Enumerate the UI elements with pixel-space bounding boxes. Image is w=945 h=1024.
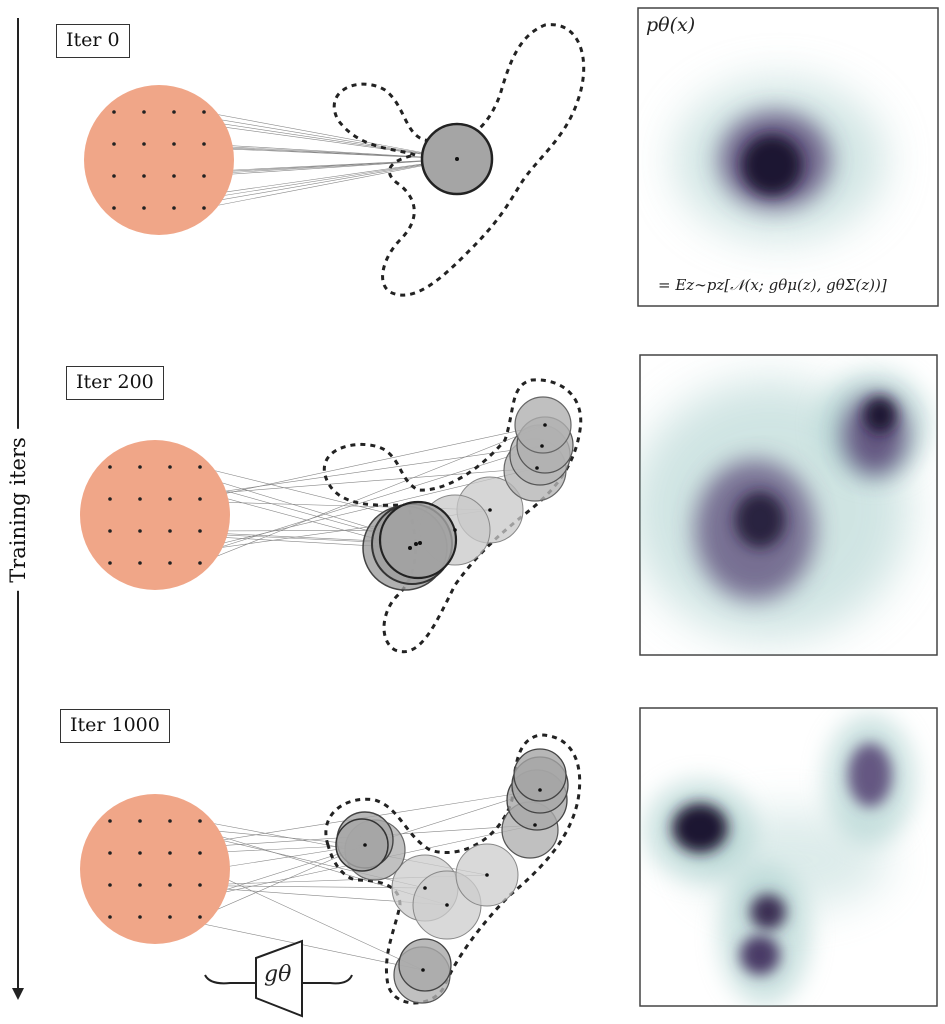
latent-sample <box>138 497 142 501</box>
target-outline <box>332 23 586 297</box>
latent-sample <box>138 851 142 855</box>
latent-sample <box>172 174 176 178</box>
latent-sample <box>138 915 142 919</box>
latent-sample <box>168 915 172 919</box>
training-iters-label: Training iters <box>4 429 32 591</box>
latent-sample <box>138 561 142 565</box>
latent-distribution <box>80 440 230 590</box>
density-panel-iter-1000 <box>639 707 938 1007</box>
latent-sample <box>198 883 202 887</box>
latent-sample <box>142 206 146 210</box>
decoder-network <box>204 939 353 1018</box>
latent-sample <box>198 561 202 565</box>
latent-samples <box>108 819 202 919</box>
latent-sample <box>172 142 176 146</box>
latent-sample <box>108 819 112 823</box>
latent-sample <box>108 915 112 919</box>
gaussian-mean <box>455 157 459 161</box>
latent-sample <box>168 819 172 823</box>
iter-label-1000: Iter 1000 <box>60 709 170 743</box>
latent-sample <box>108 851 112 855</box>
density-equation: = Ez∼pz[𝒩(x; gθμ(z), gθΣ(z))] <box>658 276 887 294</box>
latent-sample <box>172 110 176 114</box>
latent-sample <box>142 110 146 114</box>
latent-sample <box>108 497 112 501</box>
latent-sample <box>112 174 116 178</box>
latent-sample <box>168 883 172 887</box>
latent-sample <box>138 465 142 469</box>
latent-sample <box>202 174 206 178</box>
row-iter-0 <box>84 23 586 297</box>
latent-sample <box>168 851 172 855</box>
latent-sample <box>138 883 142 887</box>
latent-sample <box>198 497 202 501</box>
latent-distribution <box>80 794 230 944</box>
latent-sample <box>198 529 202 533</box>
latent-sample <box>168 529 172 533</box>
decoded-gaussians <box>362 396 574 591</box>
latent-sample <box>198 851 202 855</box>
latent-samples <box>108 465 202 565</box>
latent-sample <box>198 915 202 919</box>
iter-label-0: Iter 0 <box>56 24 130 58</box>
latent-sample <box>138 529 142 533</box>
density-panel-iter-0 <box>637 7 939 307</box>
latent-sample <box>108 561 112 565</box>
latent-sample <box>112 142 116 146</box>
latent-sample <box>202 206 206 210</box>
row-iter-1000 <box>80 733 582 1005</box>
latent-sample <box>108 883 112 887</box>
latent-sample <box>108 529 112 533</box>
iter-label-200: Iter 200 <box>66 366 164 400</box>
latent-sample <box>108 465 112 469</box>
latent-sample <box>138 819 142 823</box>
decoder-label: gθ <box>264 962 292 987</box>
latent-sample <box>198 465 202 469</box>
row-iter-200 <box>80 378 583 654</box>
latent-sample <box>112 206 116 210</box>
latent-distribution <box>84 85 234 235</box>
latent-sample <box>202 110 206 114</box>
latent-sample <box>168 497 172 501</box>
latent-sample <box>112 110 116 114</box>
density-panel-iter-200 <box>639 354 938 656</box>
latent-sample <box>168 561 172 565</box>
latent-samples <box>112 110 206 210</box>
latent-sample <box>198 819 202 823</box>
latent-sample <box>142 174 146 178</box>
decoded-gaussians <box>335 748 569 1004</box>
latent-sample <box>142 142 146 146</box>
latent-sample <box>172 206 176 210</box>
latent-sample <box>168 465 172 469</box>
latent-sample <box>202 142 206 146</box>
density-label: pθ(x) <box>646 14 696 36</box>
